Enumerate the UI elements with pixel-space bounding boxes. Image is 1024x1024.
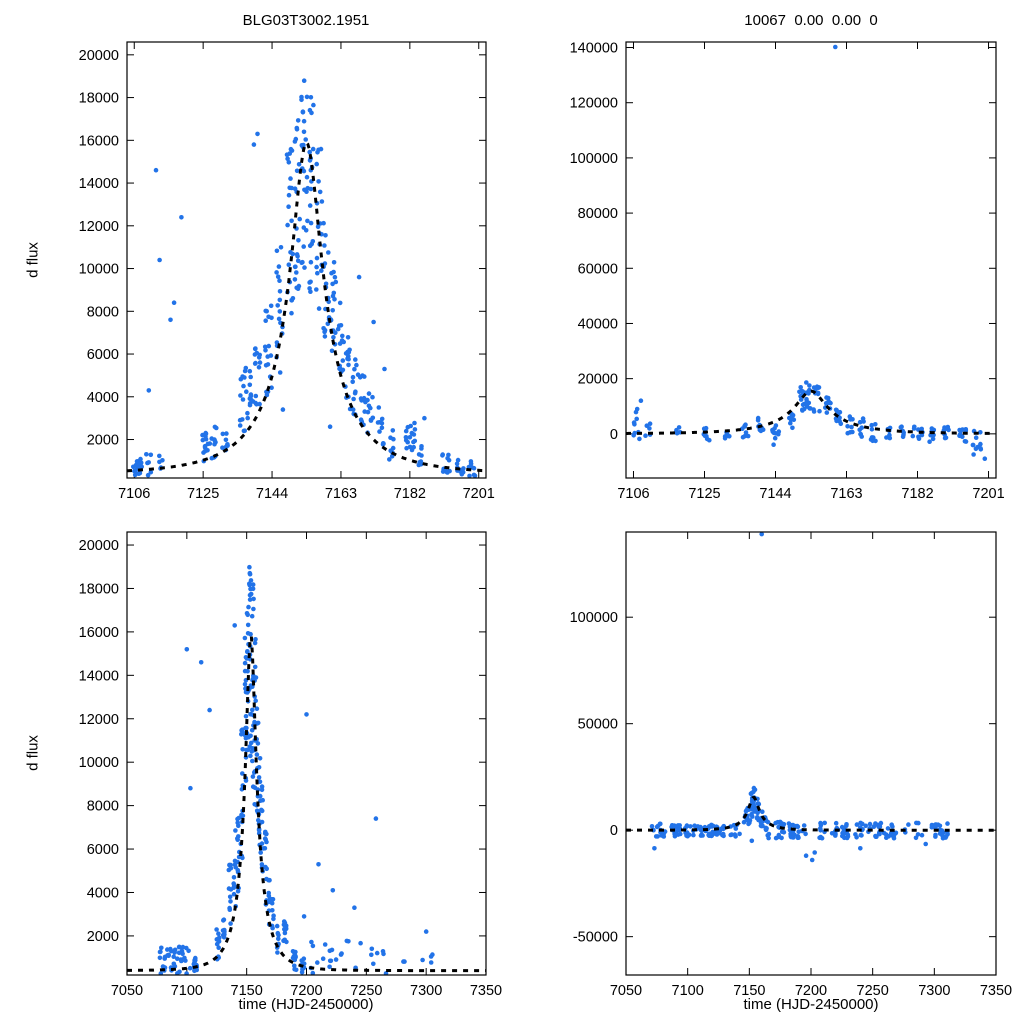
x-tick-label: 7200 [290, 983, 322, 999]
y-tick-label: 20000 [578, 372, 618, 388]
x-tick-label: 7350 [980, 983, 1012, 999]
x-tick-label: 7106 [118, 486, 150, 502]
scatter-points [649, 532, 950, 863]
y-tick-label: 100000 [570, 151, 618, 167]
y-tick-label: 2000 [87, 929, 119, 945]
x-tick-label: 7182 [901, 486, 933, 502]
y-tick-label: 18000 [79, 91, 119, 107]
y-tick-label: 14000 [79, 176, 119, 192]
y-tick-label: 6000 [87, 842, 119, 858]
tick-marks [127, 42, 486, 478]
panel-title-top-left: BLG03T3002.1951 [242, 12, 370, 29]
x-tick-label: 7144 [759, 486, 791, 502]
y-tick-label: 12000 [79, 219, 119, 235]
x-tick-label: 7150 [733, 983, 765, 999]
y-tick-label: 80000 [578, 206, 618, 222]
x-tick-label: 7150 [231, 983, 263, 999]
x-tick-label: 7100 [672, 983, 704, 999]
x-tick-label: 7300 [918, 983, 950, 999]
y-tick-label: 20000 [79, 48, 119, 64]
x-tick-label: 7144 [256, 486, 288, 502]
panel-top-right: 7106 7125 7144 7163 7182 7201 0 20000 40000 60000… [570, 41, 1005, 502]
panel-title-top-right: 10067 0.00 0.00 0 [744, 12, 878, 29]
scatter-points [131, 78, 478, 478]
y-tick-label: 8000 [87, 799, 119, 815]
y-tick-label: 0 [610, 823, 618, 839]
panel-top-left: 7106 7125 7144 7163 7182 7201 2000 4000 6000 8000… [79, 41, 495, 502]
plot-border [126, 41, 487, 479]
plot-border [126, 531, 487, 976]
x-tick-label: 7300 [410, 983, 442, 999]
scatter-points [157, 564, 435, 975]
tick-marks [625, 532, 997, 975]
y-tick-label: 8000 [87, 304, 119, 320]
y-tick-label: 20000 [79, 538, 119, 554]
x-tick-label: 7350 [470, 983, 502, 999]
model-curve [127, 630, 486, 973]
y-tick-label: 50000 [578, 717, 618, 733]
y-tick-label: 16000 [79, 133, 119, 149]
y-tick-label: 4000 [87, 390, 119, 406]
x-tick-label: 7201 [463, 486, 495, 502]
x-tick-label: 7250 [350, 983, 382, 999]
y-axis-label-top: d flux [24, 242, 42, 278]
y-tick-label: 0 [610, 427, 618, 443]
x-tick-label: 7050 [610, 983, 642, 999]
x-tick-label: 7125 [187, 486, 219, 502]
y-axis-label-bottom: d flux [24, 735, 42, 771]
x-tick-label: 7163 [325, 486, 357, 502]
y-tick-label: -50000 [573, 930, 618, 946]
y-tick-label: 120000 [570, 96, 618, 112]
x-tick-label: 7250 [857, 983, 889, 999]
scatter-points [631, 44, 988, 462]
y-tick-label: 14000 [79, 668, 119, 684]
y-tick-label: 10000 [79, 755, 119, 771]
x-tick-label: 7182 [394, 486, 426, 502]
y-tick-label: 18000 [79, 581, 119, 597]
x-tick-label: 7106 [617, 486, 649, 502]
plot-border [625, 41, 997, 479]
panel-bottom-right: 7050 7100 7150 7200 7250 7300 7350 -50000 0 50000… [570, 531, 1012, 999]
model-curve [127, 140, 486, 473]
x-axis-label-right: time (HJD-2450000) [743, 996, 879, 1013]
y-tick-label: 16000 [79, 625, 119, 641]
x-tick-label: 7100 [171, 983, 203, 999]
x-tick-label: 7201 [972, 486, 1004, 502]
y-tick-label: 40000 [578, 316, 618, 332]
y-tick-label: 2000 [87, 433, 119, 449]
x-axis-label-left: time (HJD-2450000) [238, 996, 374, 1013]
panel-bottom-left: 7050 7100 7150 7200 7250 7300 7350 2000 4000 6000… [79, 531, 502, 999]
y-tick-label: 12000 [79, 712, 119, 728]
model-curve [626, 795, 996, 832]
tick-marks [126, 532, 487, 975]
x-tick-label: 7125 [688, 486, 720, 502]
y-tick-label: 6000 [87, 347, 119, 363]
model-curve [626, 389, 996, 435]
y-tick-label: 4000 [87, 885, 119, 901]
x-tick-label: 7200 [795, 983, 827, 999]
y-tick-label: 10000 [79, 262, 119, 278]
y-tick-label: 140000 [570, 41, 618, 57]
x-tick-label: 7050 [111, 983, 143, 999]
plot-border [625, 531, 997, 976]
x-tick-label: 7163 [830, 486, 862, 502]
tick-marks [626, 42, 996, 478]
y-tick-label: 60000 [578, 261, 618, 277]
y-tick-label: 100000 [570, 610, 618, 626]
